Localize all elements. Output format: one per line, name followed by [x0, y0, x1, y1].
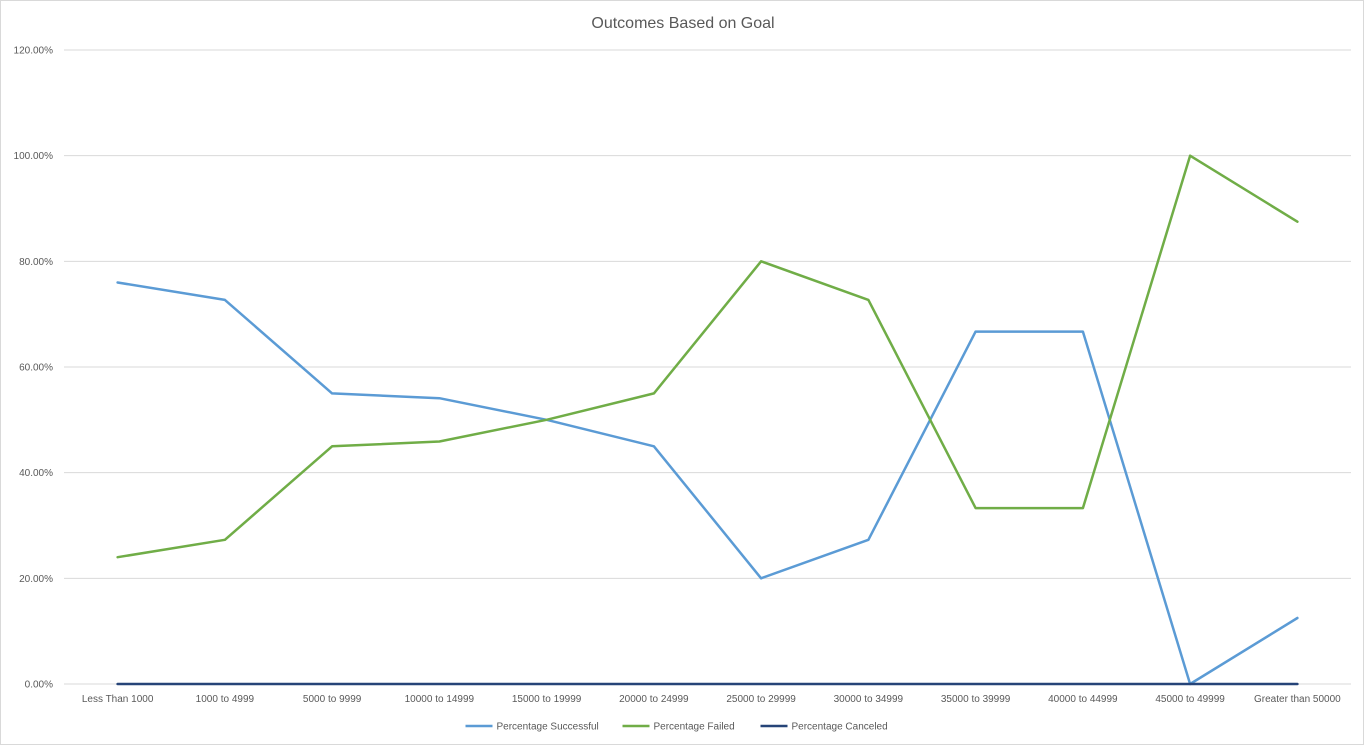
x-tick-label: 10000 to 14999	[405, 694, 475, 705]
y-tick-label: 0.00%	[25, 680, 53, 691]
y-tick-label: 20.00%	[19, 574, 53, 585]
legend-label: Percentage Failed	[654, 722, 735, 733]
y-tick-label: 60.00%	[19, 363, 53, 374]
y-axis-ticks: 0.00% 20.00% 40.00% 60.00% 80.00% 100.00% 120.…	[14, 46, 54, 691]
y-tick-label: 80.00%	[19, 257, 53, 268]
x-tick-label: 30000 to 34999	[834, 694, 904, 705]
series-line-1	[116, 281, 1299, 686]
y-tick-label: 100.00%	[14, 151, 54, 162]
y-tick-label: 40.00%	[19, 468, 53, 479]
legend: Percentage Successful Percentage Failed Pe…	[465, 722, 888, 733]
x-tick-label: 25000 to 29999	[726, 694, 796, 705]
legend-label: Percentage Canceled	[792, 722, 888, 733]
x-tick-label: 15000 to 19999	[512, 694, 582, 705]
legend-label: Percentage Successful	[497, 722, 599, 733]
x-tick-label: 20000 to 24999	[619, 694, 689, 705]
chart-title: Outcomes Based on Goal	[591, 15, 774, 32]
y-tick-label: 120.00%	[14, 46, 54, 57]
x-tick-label: 1000 to 4999	[196, 694, 255, 705]
x-tick-label: 35000 to 39999	[941, 694, 1011, 705]
series-lines	[116, 154, 1299, 686]
x-tick-label: 5000 to 9999	[303, 694, 362, 705]
x-tick-label: 45000 to 49999	[1155, 694, 1225, 705]
x-axis-ticks: Less Than 1000 1000 to 4999 5000 to 9999 10…	[82, 694, 1341, 705]
series-line-2	[116, 154, 1299, 559]
gridlines	[64, 49, 1351, 685]
x-tick-label: 40000 to 44999	[1048, 694, 1118, 705]
x-tick-label: Less Than 1000	[82, 694, 154, 705]
x-tick-label: Greater than 50000	[1254, 694, 1341, 705]
